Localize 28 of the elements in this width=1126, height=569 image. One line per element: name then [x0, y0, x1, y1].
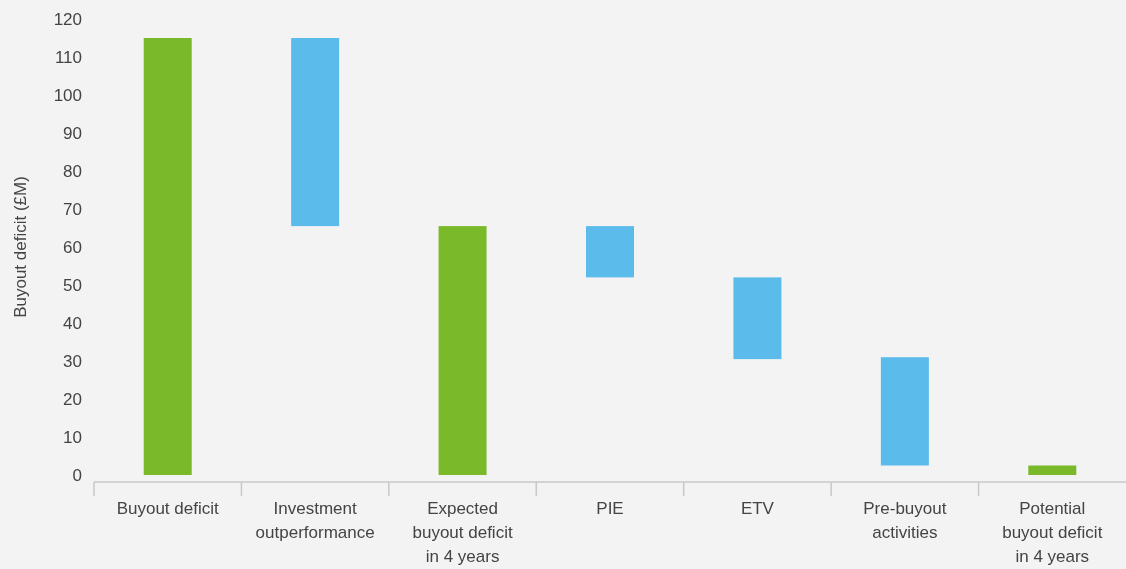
y-tick-label: 100: [53, 85, 82, 105]
bar: [733, 277, 782, 360]
y-tick-label: 60: [63, 237, 82, 257]
y-tick-label: 20: [63, 389, 82, 409]
y-tick-label: 10: [63, 427, 82, 447]
bar: [880, 357, 929, 466]
bar: [438, 226, 487, 475]
x-tick-label: Buyout deficit: [116, 499, 220, 518]
y-tick-label: 90: [63, 123, 82, 143]
y-tick-label: 70: [63, 199, 82, 219]
y-tick-label: 40: [63, 313, 82, 333]
x-tick-label: ETV: [740, 499, 775, 518]
bar: [1028, 465, 1077, 475]
y-tick-label: 80: [63, 161, 82, 181]
x-tick-label: Pre-buyout activities: [863, 499, 947, 542]
bar: [291, 38, 340, 227]
y-tick-label: 50: [63, 275, 82, 295]
x-tick-label: Potential buyout deficit in 4 years: [1002, 499, 1103, 566]
x-tick-label: Investment outperformance: [255, 499, 375, 542]
y-tick-label: 120: [53, 9, 82, 29]
y-tick-label: 30: [63, 351, 82, 371]
y-tick-label: 110: [54, 47, 82, 67]
y-tick-label: 0: [72, 465, 82, 485]
bar: [143, 38, 192, 475]
bar: [586, 226, 634, 278]
x-tick-label: PIE: [596, 499, 624, 518]
y-axis-title: Buyout deficit (£M): [11, 176, 30, 318]
x-tick-label: Expected buyout deficit in 4 years: [412, 499, 513, 566]
